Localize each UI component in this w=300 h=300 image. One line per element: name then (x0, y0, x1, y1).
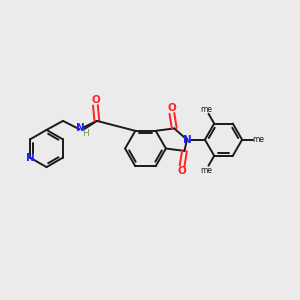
Text: me: me (253, 135, 265, 144)
Text: O: O (167, 103, 176, 113)
Text: O: O (178, 166, 187, 176)
Text: N: N (76, 123, 85, 133)
Text: O: O (91, 95, 100, 105)
Text: H: H (82, 129, 89, 138)
Text: me: me (200, 105, 212, 114)
Text: me: me (200, 166, 212, 175)
Text: N: N (26, 153, 35, 163)
Text: N: N (183, 135, 192, 145)
